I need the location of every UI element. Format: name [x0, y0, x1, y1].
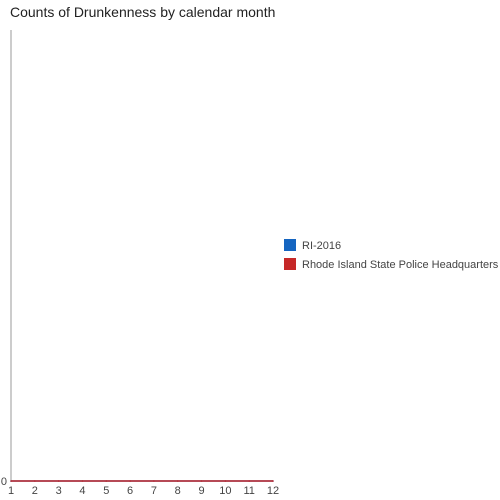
x-tick-label: 9: [198, 485, 204, 497]
data-point: [105, 480, 108, 482]
x-tick-label: 4: [79, 485, 85, 497]
data-point: [224, 480, 227, 482]
data-point: [176, 480, 179, 482]
y-tick-labels: 0: [1, 476, 7, 488]
x-tick-label: 7: [151, 485, 157, 497]
data-point: [81, 480, 84, 482]
x-tick-label: 3: [56, 485, 62, 497]
x-tick-label: 8: [175, 485, 181, 497]
data-point: [129, 480, 131, 482]
legend-swatch: [284, 239, 296, 251]
legend-label: RI-2016: [302, 240, 341, 252]
data-point: [10, 480, 12, 482]
data-point: [200, 480, 203, 482]
x-tick-labels: 1 2 3 4 5 6 7 8 9 10 11 12: [8, 485, 279, 497]
x-tick-label: 1: [8, 485, 14, 497]
series-lines: [10, 480, 274, 482]
legend-swatch: [284, 258, 296, 270]
data-point: [57, 480, 60, 482]
data-point: [153, 480, 155, 482]
x-tick-label: 2: [32, 485, 38, 497]
x-tick-label: 10: [219, 485, 231, 497]
data-point: [34, 480, 36, 482]
chart-title: Counts of Drunkenness by calendar month: [10, 4, 275, 20]
y-tick-label: 0: [1, 476, 7, 488]
legend: RI-2016 Rhode Island State Police Headqua…: [284, 239, 499, 271]
data-point: [248, 480, 250, 482]
x-tick-label: 12: [267, 485, 279, 497]
legend-label: Rhode Island State Police Headquarters: [302, 259, 499, 271]
x-tick-label: 5: [103, 485, 109, 497]
x-tick-label: 6: [127, 485, 133, 497]
data-point: [272, 480, 274, 482]
x-tick-label: 11: [243, 485, 254, 497]
